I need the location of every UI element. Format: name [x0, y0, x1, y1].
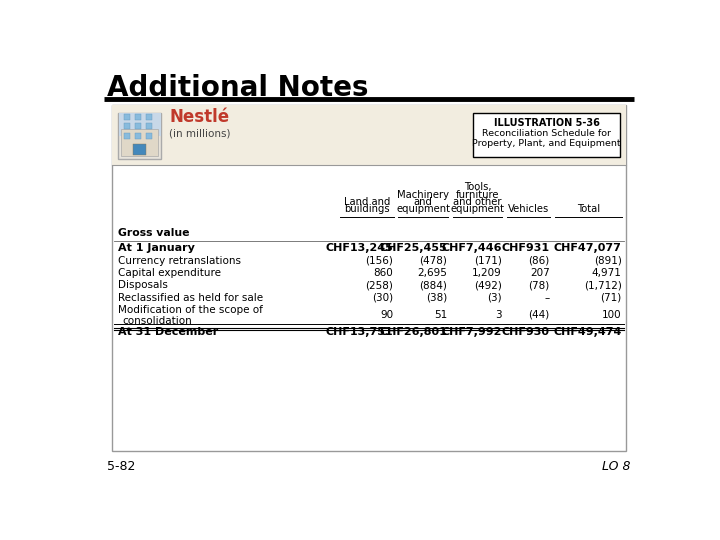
Text: Total: Total [577, 204, 600, 214]
Text: CHF49,474: CHF49,474 [553, 327, 621, 336]
Text: (30): (30) [372, 293, 393, 303]
Text: 3: 3 [495, 309, 502, 320]
Text: 2,695: 2,695 [418, 268, 447, 278]
Bar [135, 114, 141, 120]
Text: 100: 100 [602, 309, 621, 320]
Text: (3): (3) [487, 293, 502, 303]
Text: Nestlé: Nestlé [169, 109, 229, 126]
Text: At 31 December: At 31 December [118, 327, 218, 336]
Text: buildings: buildings [344, 204, 390, 214]
Text: (86): (86) [528, 256, 549, 266]
Text: (156): (156) [365, 256, 393, 266]
Text: (171): (171) [474, 256, 502, 266]
Bar [135, 132, 141, 139]
Text: Gross value: Gross value [118, 228, 189, 238]
Text: CHF25,455: CHF25,455 [379, 244, 447, 253]
Bar [124, 114, 130, 120]
Text: (44): (44) [528, 309, 549, 320]
Text: equipment: equipment [451, 204, 505, 214]
Text: CHF26,801: CHF26,801 [379, 327, 447, 336]
Text: CHF47,077: CHF47,077 [554, 244, 621, 253]
Text: (71): (71) [600, 293, 621, 303]
Bar [112, 105, 626, 165]
Text: 207: 207 [530, 268, 549, 278]
Text: furniture: furniture [456, 190, 499, 200]
Text: Machinery: Machinery [397, 190, 449, 200]
Text: CHF931: CHF931 [501, 244, 549, 253]
Text: (38): (38) [426, 293, 447, 303]
Text: 1,209: 1,209 [472, 268, 502, 278]
Bar [145, 132, 152, 139]
Text: Vehicles: Vehicles [508, 204, 549, 214]
Text: (884): (884) [419, 280, 447, 291]
Text: (478): (478) [419, 256, 447, 266]
Text: Tools,: Tools, [464, 182, 491, 192]
Text: Land and: Land and [344, 197, 390, 207]
Text: (258): (258) [365, 280, 393, 291]
Bar [145, 114, 152, 120]
Text: Modification of the scope of: Modification of the scope of [118, 305, 263, 315]
Text: Capital expenditure: Capital expenditure [118, 268, 221, 278]
Text: consolidation: consolidation [122, 316, 192, 326]
Text: CHF930: CHF930 [502, 327, 549, 336]
Text: Additional Notes: Additional Notes [107, 74, 369, 102]
Text: (891): (891) [594, 256, 621, 266]
Bar [133, 144, 145, 155]
Text: (78): (78) [528, 280, 549, 291]
Text: and: and [414, 197, 433, 207]
Text: 860: 860 [373, 268, 393, 278]
Text: Reconciliation Schedule for: Reconciliation Schedule for [482, 130, 611, 138]
Text: Property, Plant, and Equipment: Property, Plant, and Equipment [472, 139, 621, 148]
Bar [135, 123, 141, 130]
Text: 5-82: 5-82 [107, 460, 135, 473]
Text: CHF13,751: CHF13,751 [325, 327, 393, 336]
Text: 90: 90 [380, 309, 393, 320]
Text: Currency retranslations: Currency retranslations [118, 256, 241, 266]
Text: 4,971: 4,971 [592, 268, 621, 278]
Text: (in millions): (in millions) [169, 129, 230, 139]
Text: Disposals: Disposals [118, 280, 168, 291]
Bar [124, 132, 130, 139]
Text: LO 8: LO 8 [603, 460, 631, 473]
Bar [118, 112, 161, 159]
Text: At 1 January: At 1 January [118, 244, 195, 253]
Bar [124, 123, 130, 130]
Text: Reclassified as held for sale: Reclassified as held for sale [118, 293, 263, 303]
Text: and other: and other [454, 197, 502, 207]
Text: CHF7,992: CHF7,992 [441, 327, 502, 336]
Text: ILLUSTRATION 5-36: ILLUSTRATION 5-36 [493, 118, 600, 128]
Text: 51: 51 [434, 309, 447, 320]
Text: (492): (492) [474, 280, 502, 291]
Text: CHF13,245: CHF13,245 [325, 244, 393, 253]
Text: –: – [544, 293, 549, 303]
Text: equipment: equipment [396, 204, 450, 214]
Text: (1,712): (1,712) [584, 280, 621, 291]
Bar [145, 123, 152, 130]
Bar [473, 112, 620, 157]
Bar [119, 113, 161, 136]
Bar [121, 130, 158, 156]
Bar [112, 105, 626, 451]
Text: CHF7,446: CHF7,446 [441, 244, 502, 253]
